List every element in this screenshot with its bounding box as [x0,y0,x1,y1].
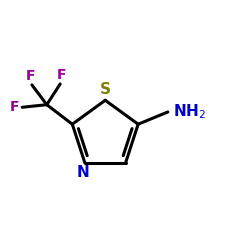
Text: N: N [77,165,90,180]
Text: S: S [100,82,111,97]
Text: F: F [57,68,66,82]
Text: NH$_2$: NH$_2$ [173,102,206,121]
Text: F: F [26,69,36,83]
Text: F: F [10,100,19,114]
